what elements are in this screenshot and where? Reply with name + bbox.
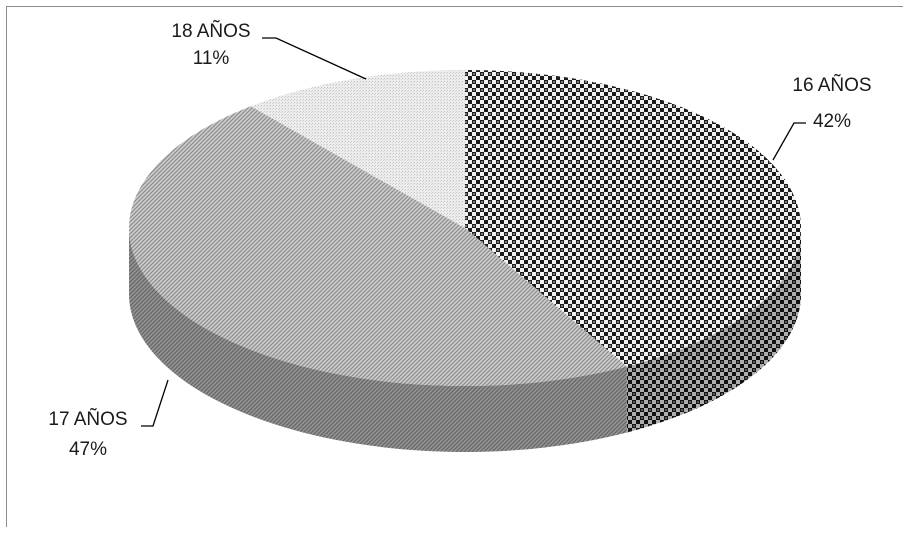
pie-slice-17: [129, 106, 627, 386]
data-label-17-pct: 47%: [69, 439, 107, 460]
leader-line-16: [772, 122, 806, 161]
data-label-16-name: 16 AÑOS: [792, 74, 871, 96]
data-label-18-pct: 11%: [193, 48, 230, 69]
pie-side-17: [129, 228, 627, 452]
pie-slice-16: [465, 70, 801, 367]
data-label-17-name: 17 AÑOS: [48, 408, 127, 430]
chart-frame: [6, 6, 903, 527]
pie-side-16: [626, 228, 801, 433]
pie-side-shade-16: [626, 228, 801, 433]
pie-side-shade-17: [129, 228, 627, 452]
pie-side-layer: [129, 228, 801, 452]
leader-line-18: [262, 37, 367, 80]
data-label-16-pct: 42%: [813, 111, 851, 132]
pie-top-layer: [129, 70, 801, 386]
pie-slice-18: [250, 70, 465, 228]
leader-line-17: [141, 379, 169, 427]
data-label-18-name: 18 AÑOS: [171, 20, 250, 42]
